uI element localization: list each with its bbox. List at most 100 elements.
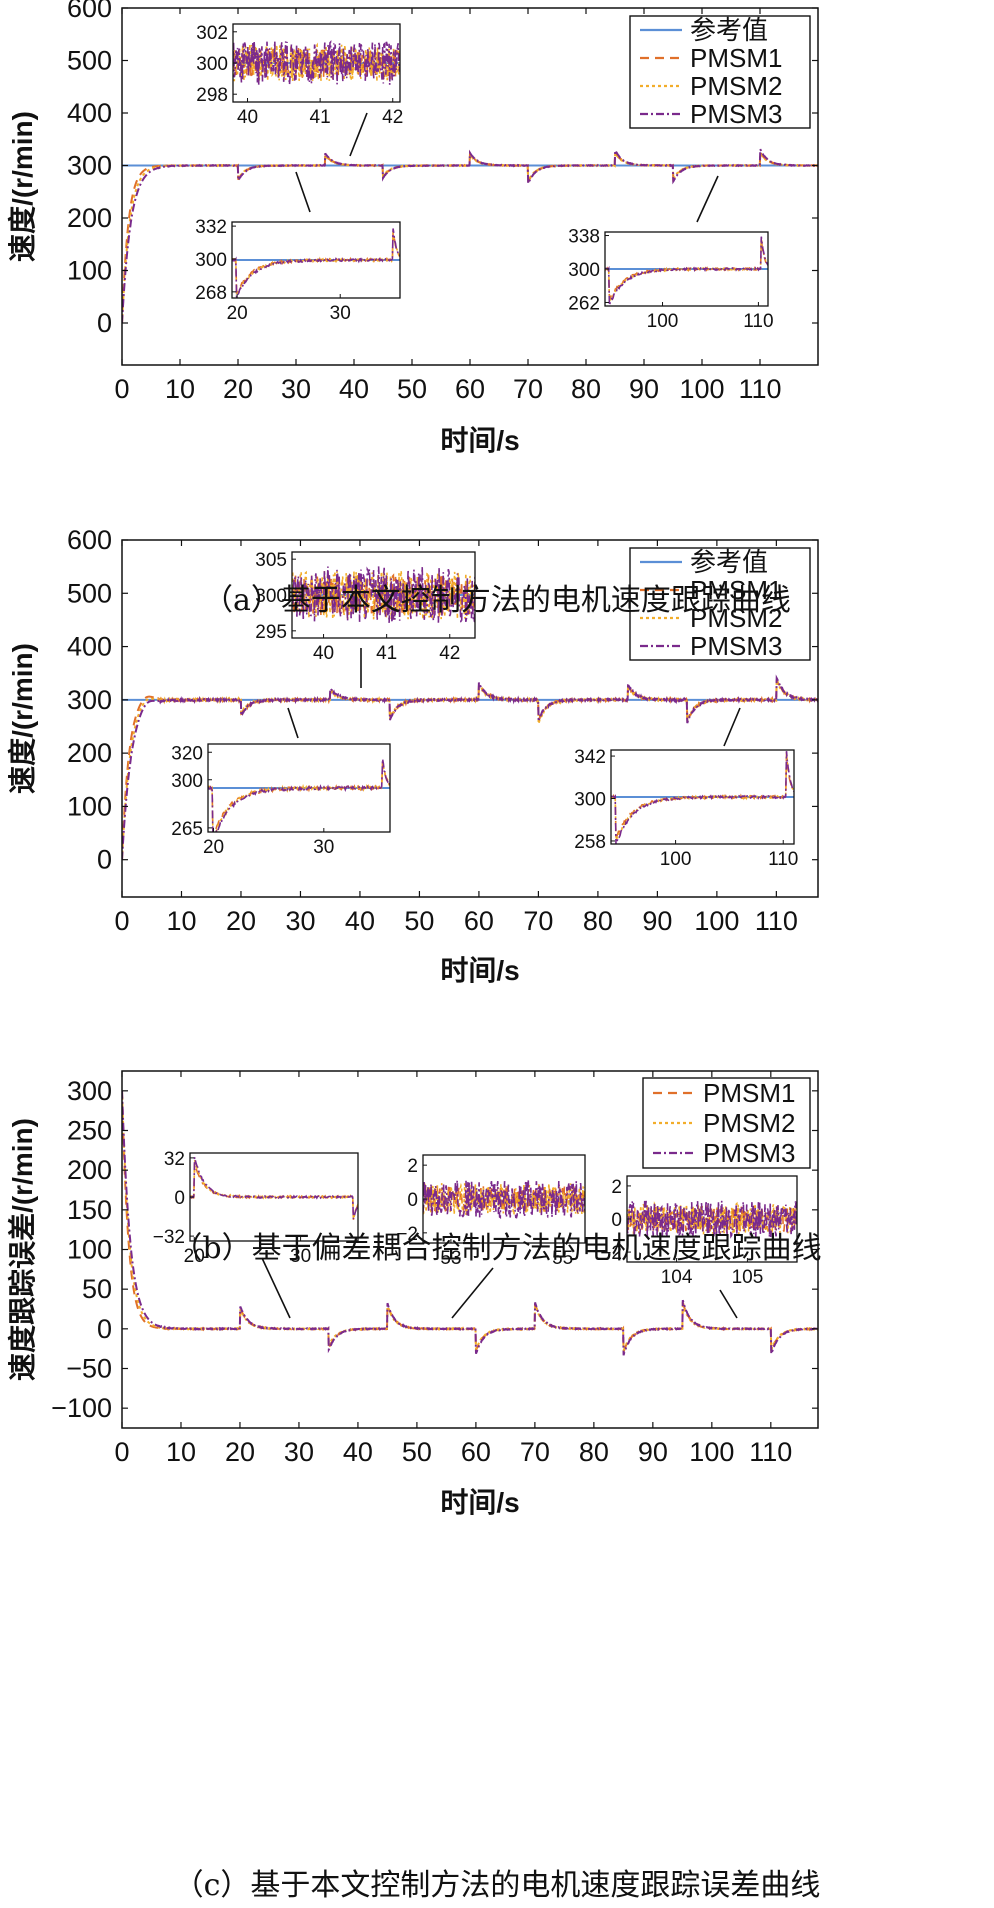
inset-y-tick-label: 342 <box>574 747 606 768</box>
chart-b: 0 10 20 30 40 50 60 70 80 90 100 110 0 100 200 300 400 50… <box>7 525 819 986</box>
y-tick-label: 600 <box>67 525 112 555</box>
chart-c: 0 10 20 30 40 50 60 70 80 90 100 110−100−5005010015… <box>6 1070 819 1518</box>
series-line-PMSM2 <box>122 679 818 860</box>
x-tick-label: 0 <box>114 1437 129 1467</box>
inset-series-group <box>423 1180 585 1220</box>
inset-series-group <box>605 236 768 306</box>
inset-series-PMSM3 <box>292 566 475 626</box>
x-tick-label: 20 <box>223 374 253 404</box>
inset-x-tick-label: 53 <box>440 1248 461 1269</box>
inset-series-group <box>627 1200 797 1240</box>
inset-series-group <box>292 566 475 626</box>
inset-series-group <box>232 228 400 298</box>
legend-label-参考值: 参考值 <box>690 15 768 45</box>
x-tick-label: 30 <box>281 374 311 404</box>
y-tick-label: 200 <box>67 1155 112 1185</box>
inset-x-tick-label: 41 <box>310 107 331 128</box>
inset-y-tick-label: 258 <box>574 832 606 853</box>
inset-b-i3: 100 110 258 300 342 <box>574 747 798 870</box>
inset-y-tick-label: 295 <box>255 622 287 643</box>
x-tick-label: 90 <box>642 906 672 936</box>
x-tick-label: 60 <box>464 906 494 936</box>
inset-b-i1: 40 41 42 295 300 305 <box>255 550 476 664</box>
x-tick-label: 60 <box>461 1437 491 1467</box>
legend-label-PMSM1: PMSM1 <box>690 43 782 73</box>
inset-y-tick-label: 300 <box>196 54 228 75</box>
inset-series-PMSM3 <box>627 1200 797 1240</box>
legend-label-PMSM1: PMSM1 <box>690 575 782 605</box>
series-line-PMSM3 <box>122 674 818 860</box>
inset-y-tick-label: 300 <box>195 250 227 271</box>
inset-leader-line <box>287 707 299 739</box>
x-tick-label: 100 <box>694 906 739 936</box>
y-tick-label: 0 <box>97 845 112 875</box>
inset-y-tick-label: 0 <box>611 1210 622 1231</box>
inset-x-tick-label: 20 <box>227 303 248 324</box>
y-tick-label: 0 <box>97 1314 112 1344</box>
inset-c-i2: 53 55 −2 0 2 <box>396 1154 586 1269</box>
y-tick-label: 200 <box>67 738 112 768</box>
inset-y-tick-label: 338 <box>568 227 600 248</box>
inset-y-tick-label: 320 <box>171 743 203 764</box>
y-tick-label: 500 <box>67 578 112 608</box>
inset-y-tick-label: −2 <box>600 1243 622 1264</box>
inset-series-PMSM1 <box>232 232 400 295</box>
y-tick-label: 250 <box>67 1116 112 1146</box>
inset-x-tick-label: 105 <box>732 1267 764 1288</box>
inset-x-tick-label: 40 <box>237 107 258 128</box>
inset-x-tick-label: 30 <box>313 837 334 858</box>
inset-series-group <box>190 1157 358 1220</box>
x-tick-label: 80 <box>579 1437 609 1467</box>
inset-series-PMSM3 <box>611 751 794 844</box>
y-tick-label: 200 <box>67 203 112 233</box>
inset-y-tick-label: 300 <box>574 790 606 811</box>
legend-box <box>629 547 811 661</box>
inset-series-PMSM1 <box>423 1184 585 1215</box>
inset-b-i2: 20 30 265 300 320 <box>171 743 391 858</box>
inset-x-tick-label: 100 <box>647 311 679 332</box>
series-line-PMSM3 <box>122 148 818 324</box>
inset-x-tick-label: 40 <box>313 643 334 664</box>
inset-y-tick-label: −32 <box>153 1227 185 1248</box>
x-tick-label: 50 <box>397 374 427 404</box>
y-tick-label: 500 <box>67 46 112 76</box>
inset-y-tick-label: 2 <box>611 1177 622 1198</box>
inset-x-tick-label: 104 <box>661 1267 693 1288</box>
legend-label-PMSM2: PMSM2 <box>690 71 782 101</box>
legend-label-PMSM3: PMSM3 <box>690 631 782 661</box>
y-tick-label: 300 <box>67 1076 112 1106</box>
inset-leader-line <box>719 1289 738 1319</box>
inset-c-i1: 20 30 −32 0 32 <box>153 1149 359 1267</box>
y-tick-label: 100 <box>67 1235 112 1265</box>
x-tick-label: 110 <box>738 374 781 404</box>
x-tick-label: 70 <box>523 906 553 936</box>
inset-y-tick-label: 300 <box>568 260 600 281</box>
legend-label-PMSM2: PMSM2 <box>703 1108 795 1138</box>
inset-x-tick-label: 42 <box>382 107 403 128</box>
x-tick-label: 50 <box>402 1437 432 1467</box>
series-line-PMSM3 <box>122 1090 818 1356</box>
inset-y-tick-label: 268 <box>195 283 227 304</box>
inset-y-tick-label: 0 <box>407 1190 418 1211</box>
x-tick-label: 80 <box>583 906 613 936</box>
inset-y-tick-label: 0 <box>174 1188 185 1209</box>
inset-x-tick-label: 20 <box>184 1246 205 1267</box>
x-tick-label: 10 <box>166 906 196 936</box>
inset-x-tick-label: 42 <box>439 643 460 664</box>
x-tick-label: 40 <box>339 374 369 404</box>
inset-y-tick-label: 298 <box>196 85 228 106</box>
y-axis-label: 速度/(r/min) <box>7 111 38 262</box>
inset-x-tick-label: 30 <box>330 303 351 324</box>
x-tick-label: 90 <box>638 1437 668 1467</box>
inset-y-tick-label: 262 <box>568 293 600 314</box>
inset-x-tick-label: 55 <box>552 1248 573 1269</box>
inset-y-tick-label: 2 <box>407 1156 418 1177</box>
y-tick-label: 50 <box>82 1274 112 1304</box>
inset-series-PMSM3 <box>208 758 390 832</box>
inset-a-i2: 20 30 268 300 332 <box>195 217 401 324</box>
inset-leader-line <box>451 1267 494 1319</box>
inset-series-PMSM3 <box>232 228 400 298</box>
caption-b: （b）基于偏差耦合控制方法的电机速度跟踪曲线 <box>172 1231 822 1266</box>
